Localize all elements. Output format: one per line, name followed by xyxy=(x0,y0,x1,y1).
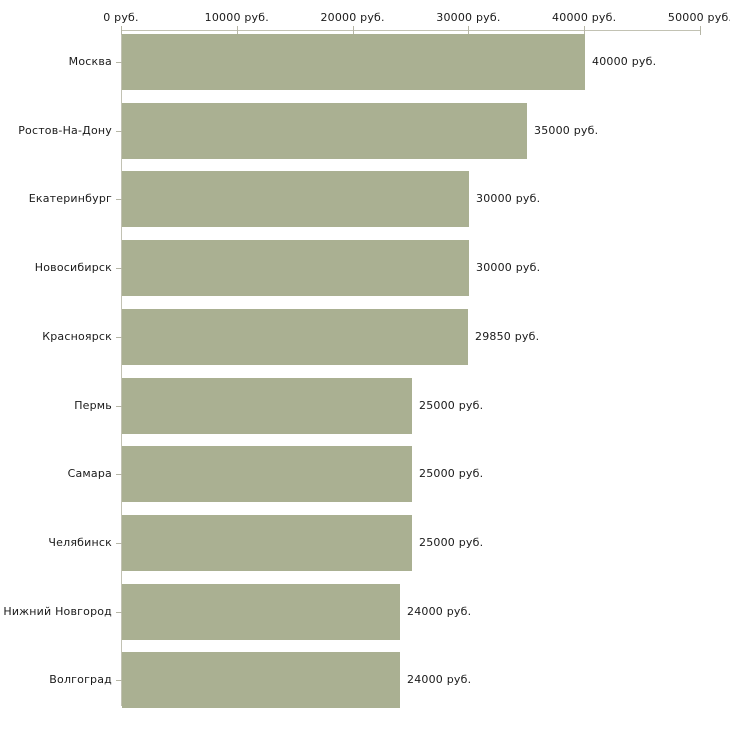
x-axis-tick-label: 10000 руб. xyxy=(204,11,269,24)
bar[interactable] xyxy=(122,309,468,365)
y-axis-tick-mark xyxy=(116,543,122,544)
x-axis-tick-label: 30000 руб. xyxy=(436,11,501,24)
bar[interactable] xyxy=(122,584,400,640)
y-axis-tick-mark xyxy=(116,337,122,338)
bar[interactable] xyxy=(122,446,412,502)
bar-value-label: 30000 руб. xyxy=(476,192,541,205)
y-axis-tick-mark xyxy=(116,131,122,132)
bar-value-label: 25000 руб. xyxy=(419,467,484,480)
bar-value-label: 35000 руб. xyxy=(534,124,599,137)
x-axis-tick-mark xyxy=(700,26,701,35)
bar-value-label: 29850 руб. xyxy=(475,330,540,343)
y-axis-category-label: Челябинск xyxy=(48,535,112,549)
y-axis-tick-mark xyxy=(116,62,122,63)
y-axis-category-label: Ростов-На-Дону xyxy=(18,123,112,137)
y-axis-line xyxy=(121,30,122,706)
x-axis-tick-mark xyxy=(468,26,470,35)
y-axis-tick-mark xyxy=(116,199,122,200)
y-axis-category-label: Пермь xyxy=(74,398,112,412)
bar[interactable] xyxy=(122,240,469,296)
y-axis-category-label: Самара xyxy=(67,467,112,481)
y-axis-category-label: Красноярск xyxy=(42,329,112,343)
bar[interactable] xyxy=(122,378,412,434)
bar-value-label: 30000 руб. xyxy=(476,261,541,274)
x-axis-tick-label: 40000 руб. xyxy=(552,11,617,24)
bar-value-label: 25000 руб. xyxy=(419,399,484,412)
bar[interactable] xyxy=(122,652,400,708)
bar[interactable] xyxy=(122,103,527,159)
bar[interactable] xyxy=(122,34,585,90)
bar-value-label: 40000 руб. xyxy=(592,55,657,68)
y-axis-tick-mark xyxy=(116,474,122,475)
x-axis-line xyxy=(121,30,700,31)
y-axis-category-label: Волгоград xyxy=(49,673,112,687)
x-axis-tick-mark xyxy=(121,26,122,35)
x-axis-tick-mark xyxy=(236,26,238,35)
x-axis-tick-label: 50000 руб. xyxy=(667,11,730,24)
bar-value-label: 24000 руб. xyxy=(407,673,472,686)
y-axis-category-label: Москва xyxy=(68,55,112,68)
x-axis-tick-mark xyxy=(352,26,354,35)
y-axis-tick-mark xyxy=(116,268,122,269)
y-axis-tick-mark xyxy=(116,612,122,613)
y-axis-tick-mark xyxy=(116,406,122,407)
y-axis-category-label: Нижний Новгород xyxy=(3,604,112,618)
x-axis-tick-label: 20000 руб. xyxy=(320,11,385,24)
bar-value-label: 25000 руб. xyxy=(419,536,484,549)
y-axis-tick-mark xyxy=(116,680,122,681)
x-axis-tick-label: 0 руб. xyxy=(103,11,139,24)
y-axis-category-label: Новосибирск xyxy=(34,261,112,275)
bar-value-label: 24000 руб. xyxy=(407,605,472,618)
bar[interactable] xyxy=(122,171,469,227)
y-axis-category-label: Екатеринбург xyxy=(28,192,112,206)
x-axis-tick-mark xyxy=(584,26,586,35)
bar[interactable] xyxy=(122,515,412,571)
